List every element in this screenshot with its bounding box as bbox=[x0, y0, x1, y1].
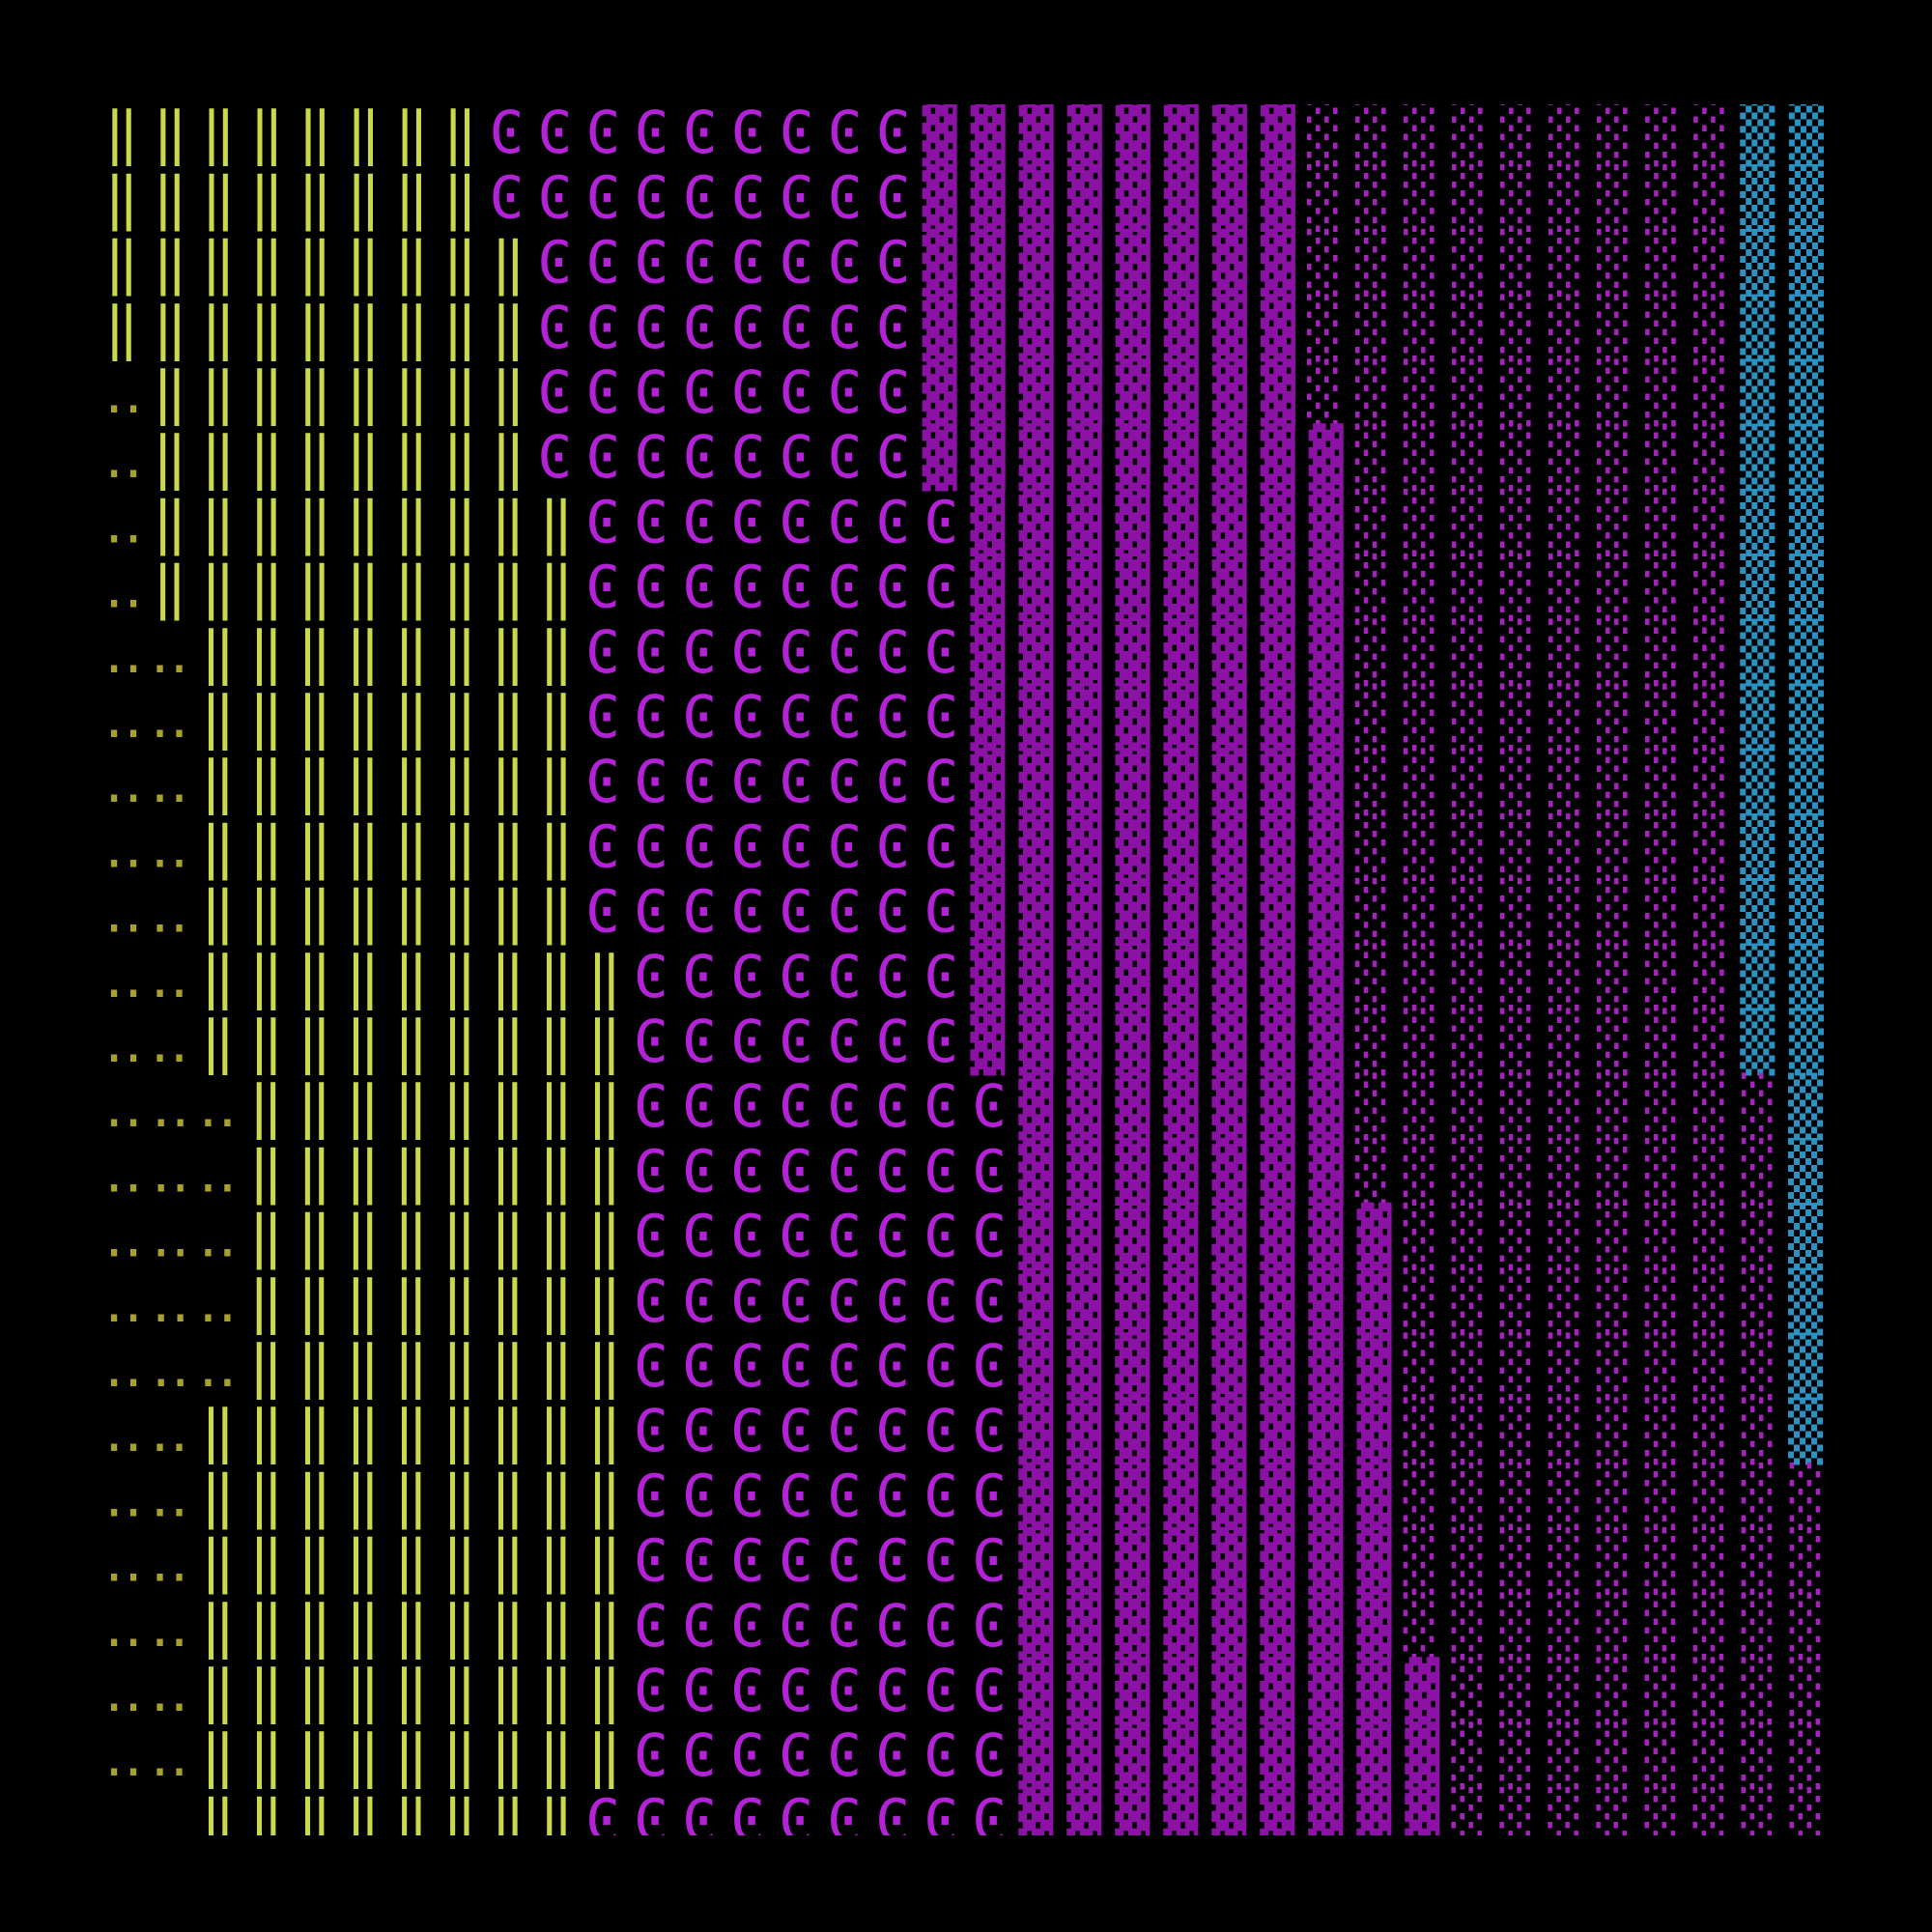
glyph-run: ▓▓▓▓▓▓▓▓▓ bbox=[1018, 1786, 1440, 1855]
glyph-run: ░░░░░░░░░ bbox=[1307, 358, 1728, 427]
glyph-run: ‥ bbox=[104, 359, 143, 427]
glyph-run: ‥‥‥ bbox=[104, 1204, 237, 1271]
character-grid: ‖‖‖‖‖‖‖‖ϾϾϾϾϾϾϾϾϾ▓▓▓▓▓▓▓▓░░░░░░░░░▒▒▒‖‖‖… bbox=[104, 99, 1872, 1855]
glyph-run: ▓▓▓▓▓▓▓▓▓ bbox=[1018, 1721, 1440, 1790]
glyph-run: ϾϾϾϾϾϾϾϾϾ bbox=[585, 1787, 1007, 1855]
glyph-run: ‖‖‖‖‖‖‖‖‖ bbox=[104, 295, 526, 362]
glyph-run: ‥ bbox=[104, 554, 143, 622]
glyph-run: ϾϾϾϾϾϾϾ bbox=[634, 944, 959, 1011]
glyph-run: ‥‥‥ bbox=[104, 1268, 237, 1336]
glyph-run: ‖‖‖‖‖‖‖‖‖ bbox=[201, 1722, 622, 1790]
glyph-run: ░░░░░░░░░ bbox=[1307, 229, 1728, 298]
glyph-run: ░░░░░░░░░ bbox=[1404, 1527, 1825, 1596]
glyph-run: ░░░░░░░░░ bbox=[1307, 99, 1728, 167]
glyph-run: ▓▓▓▓▓▓▓ bbox=[1018, 1072, 1344, 1141]
glyph-run: ▓▓▓▓▓▓▓▓▓ bbox=[923, 423, 1345, 492]
glyph-run: ░░░░░░░░░ bbox=[1307, 294, 1728, 362]
glyph-run: ‖‖‖‖‖‖‖‖‖ bbox=[201, 1398, 622, 1465]
glyph-run: ▓▓▓▓▓▓▓ bbox=[1018, 1137, 1344, 1206]
glyph-run: ‖‖‖‖‖‖‖‖‖ bbox=[201, 1593, 622, 1661]
glyph-run: ‖‖‖‖‖‖‖‖‖ bbox=[153, 554, 574, 622]
glyph-run: ϾϾϾϾϾϾϾ bbox=[634, 1009, 959, 1076]
glyph-run: ░░░░░░░░░ bbox=[1451, 1721, 1872, 1790]
glyph-run: ‥‥‥ bbox=[104, 1333, 237, 1401]
glyph-run: ‖‖‖‖‖‖‖‖‖ bbox=[201, 1463, 622, 1530]
glyph-run: ‥ bbox=[104, 424, 143, 492]
glyph-run: ‖‖‖‖‖‖‖‖‖ bbox=[201, 1658, 622, 1725]
glyph-run: ‖‖‖‖‖‖‖‖‖ bbox=[201, 944, 622, 1011]
glyph-run: ‖‖‖‖‖‖‖‖‖ bbox=[153, 489, 574, 556]
glyph-run: ░░░░░░░░░ bbox=[1355, 1137, 1776, 1206]
glyph-run: ‥‥‥ bbox=[104, 1073, 237, 1141]
glyph-run: ϾϾϾϾϾϾϾϾϾ bbox=[489, 164, 910, 232]
glyph-run: ░░░░░░░░░ bbox=[1404, 1592, 1825, 1661]
glyph-run: ‖‖‖‖‖‖‖‖‖ bbox=[201, 1528, 622, 1596]
glyph-run: ‥ bbox=[104, 489, 143, 556]
glyph-run: ϾϾϾϾϾϾϾϾϾ bbox=[489, 99, 910, 167]
glyph-run: ░░░░░░░░░ bbox=[1451, 1657, 1872, 1725]
glyph-run: ░░░░░░░░░ bbox=[1404, 1462, 1825, 1530]
glyph-run: ░░░░░░░░░ bbox=[1307, 163, 1728, 232]
glyph-run: ░░░░░░░░░ bbox=[1355, 1072, 1776, 1141]
glyph-run: ‥‥‥ bbox=[104, 1138, 237, 1206]
glyph-run: ‖‖‖‖‖‖‖‖‖ bbox=[201, 1009, 622, 1076]
glyph-run: ‖‖‖‖‖‖‖‖‖ bbox=[104, 230, 526, 298]
glyph-run: ▓▓▓▓▓▓▓▓▓ bbox=[1018, 1657, 1440, 1725]
